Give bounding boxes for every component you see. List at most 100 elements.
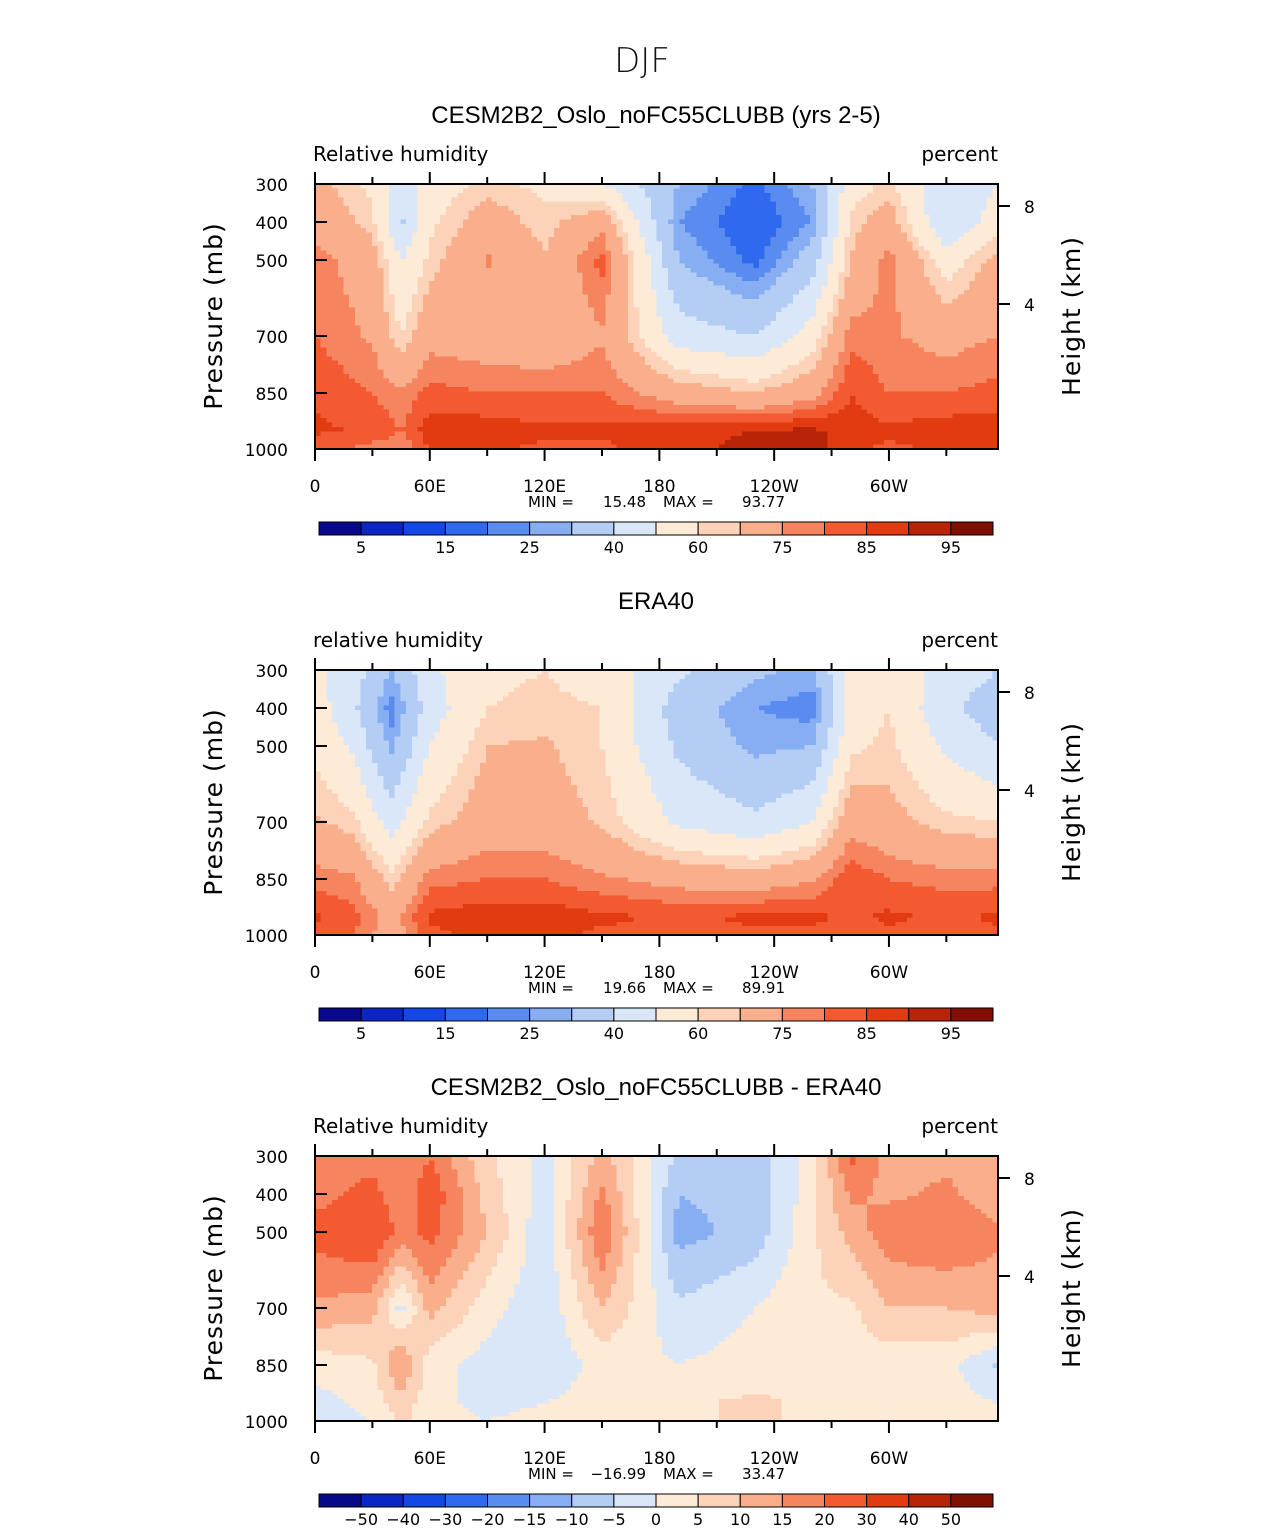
contour-cell [929, 360, 936, 366]
contour-cell [519, 197, 527, 203]
contour-cell [434, 356, 441, 362]
contour-cell [838, 197, 845, 203]
contour-cell [502, 245, 510, 251]
contour-cell [724, 307, 732, 313]
contour-cell [548, 334, 555, 340]
contour-cell [434, 184, 441, 190]
contour-cell [844, 259, 851, 265]
contour-cell [804, 241, 811, 247]
contour-cell [485, 272, 493, 278]
contour-cell [878, 267, 885, 273]
contour-cell [872, 334, 880, 340]
contour-cell [480, 259, 487, 265]
contour-cell [349, 285, 356, 291]
contour-cell [519, 281, 527, 287]
contour-cell [525, 259, 532, 265]
contour-cell [451, 325, 458, 331]
contour-cell [326, 294, 333, 300]
contour-cell [480, 356, 487, 362]
contour-cell [702, 250, 709, 256]
contour-cell [713, 254, 720, 260]
contour-cell [724, 206, 732, 212]
contour-cell [480, 184, 487, 190]
contour-cell [906, 206, 914, 212]
contour-cell [332, 316, 339, 322]
contour-cell [844, 290, 851, 296]
contour-cell [719, 303, 726, 309]
contour-cell [941, 214, 948, 220]
contour-cell [821, 290, 828, 296]
contour-cell [662, 184, 669, 190]
contour-cell [497, 188, 504, 194]
contour-cell [440, 276, 447, 282]
contour-cell [747, 347, 754, 353]
contour-cell [810, 360, 817, 366]
contour-cell [969, 206, 976, 212]
contour-cell [554, 360, 561, 366]
contour-cell [599, 184, 606, 190]
contour-cell [804, 259, 811, 265]
contour-cell [918, 192, 925, 198]
contour-cell [798, 237, 806, 243]
contour-cell [605, 351, 612, 357]
contour-cell [315, 245, 322, 251]
contour-cell [980, 267, 988, 273]
contour-cell [645, 334, 652, 340]
contour-cell [832, 254, 840, 260]
contour-cell [650, 325, 658, 331]
contour-cell [320, 276, 327, 282]
contour-cell [633, 329, 641, 335]
contour-cell [861, 197, 868, 203]
contour-cell [815, 241, 823, 247]
contour-cell [400, 184, 407, 190]
contour-cell [650, 184, 658, 190]
contour-cell [969, 329, 976, 335]
contour-cell [810, 232, 817, 238]
contour-cell [696, 267, 703, 273]
contour-cell [667, 329, 675, 335]
contour-cell [354, 254, 362, 260]
contour-cell [872, 351, 880, 357]
contour-cell [662, 316, 669, 322]
contour-cell [326, 343, 333, 349]
contour-cell [451, 290, 458, 296]
contour-cell [889, 201, 897, 207]
contour-cell [485, 223, 493, 229]
contour-cell [878, 259, 885, 265]
contour-cell [861, 356, 868, 362]
contour-cell [850, 351, 857, 357]
contour-cell [457, 250, 464, 256]
contour-cell [872, 329, 880, 335]
contour-cell [764, 303, 771, 309]
contour-cell [610, 250, 618, 256]
contour-cell [702, 347, 709, 353]
contour-cell [360, 351, 367, 357]
contour-cell [969, 201, 976, 207]
contour-cell [423, 285, 430, 291]
contour-cell [536, 320, 544, 326]
contour-cell [667, 334, 675, 340]
contour-cell [639, 320, 646, 326]
contour-cell [753, 338, 760, 344]
contour-cell [474, 267, 481, 273]
contour-cell [400, 307, 407, 313]
contour-cell [963, 320, 971, 326]
contour-cell [753, 294, 760, 300]
contour-cell [605, 254, 612, 260]
contour-cell [667, 290, 675, 296]
contour-cell [804, 184, 811, 190]
contour-cell [895, 237, 902, 243]
contour-cell [650, 241, 658, 247]
contour-cell [855, 197, 862, 203]
contour-cell [764, 197, 771, 203]
contour-cell [428, 201, 436, 207]
contour-cell [417, 201, 424, 207]
contour-cell [730, 294, 737, 300]
contour-cell [388, 184, 396, 190]
contour-cell [963, 325, 971, 331]
contour-cell [474, 192, 481, 198]
contour-cell [383, 219, 390, 225]
contour-cell [878, 197, 885, 203]
contour-cell [889, 259, 897, 265]
contour-cell [730, 351, 737, 357]
